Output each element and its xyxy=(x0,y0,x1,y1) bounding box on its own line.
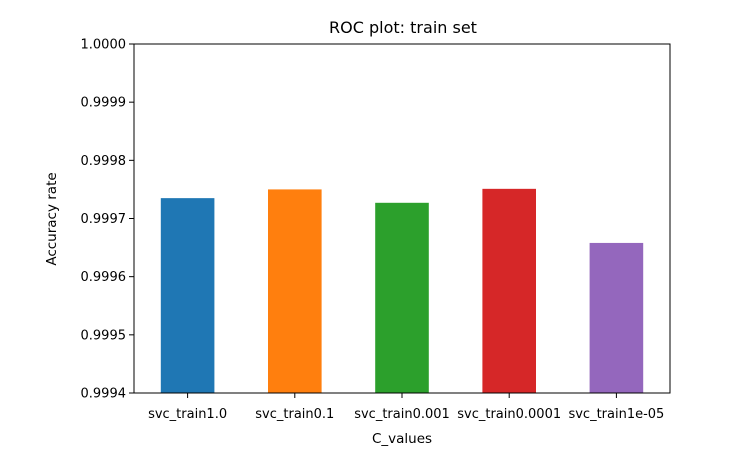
bars xyxy=(160,188,644,393)
chart-title: ROC plot: train set xyxy=(329,18,477,37)
x-axis: svc_train1.0 svc_train0.1 svc_train0.001 sv… xyxy=(148,393,664,422)
bar-svc_train1e-05 xyxy=(589,242,644,393)
bar-svc_train0.0001 xyxy=(482,188,536,393)
x-tick-label: svc_train1.0 xyxy=(148,407,227,422)
bar-svc_train0.001 xyxy=(375,202,429,393)
x-axis-label: C_values xyxy=(372,431,432,447)
y-axis-label: Accuracy rate xyxy=(44,172,60,265)
bar-svc_train1.0 xyxy=(160,198,215,393)
bar-svc_train0.1 xyxy=(268,189,322,393)
y-tick-label: 0.9999 xyxy=(81,96,127,111)
x-tick-label: svc_train0.1 xyxy=(255,407,334,422)
x-tick-label: svc_train1e-05 xyxy=(568,407,664,422)
y-tick-label: 0.9997 xyxy=(81,212,127,227)
y-tick-label: 0.9995 xyxy=(81,328,127,343)
y-axis: 0.9994 0.9995 0.9996 0.9997 0.9998 0.9999 1.00… xyxy=(81,38,134,402)
y-tick-label: 0.9998 xyxy=(81,154,127,169)
x-tick-label: svc_train0.0001 xyxy=(457,407,561,422)
y-tick-label: 0.9996 xyxy=(81,270,127,285)
plot-frame xyxy=(133,43,671,394)
x-tick-label: svc_train0.001 xyxy=(354,407,450,422)
y-tick-label: 0.9994 xyxy=(81,387,127,402)
y-tick-label: 1.0000 xyxy=(81,38,127,53)
